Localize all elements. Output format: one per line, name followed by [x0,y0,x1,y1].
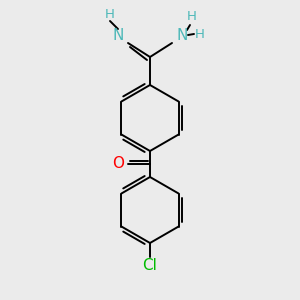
Text: H: H [105,8,115,20]
Text: Cl: Cl [142,257,158,272]
Text: N: N [176,28,188,43]
Text: O: O [112,157,124,172]
Text: H: H [195,28,205,40]
Text: N: N [112,28,124,43]
Text: H: H [187,11,197,23]
